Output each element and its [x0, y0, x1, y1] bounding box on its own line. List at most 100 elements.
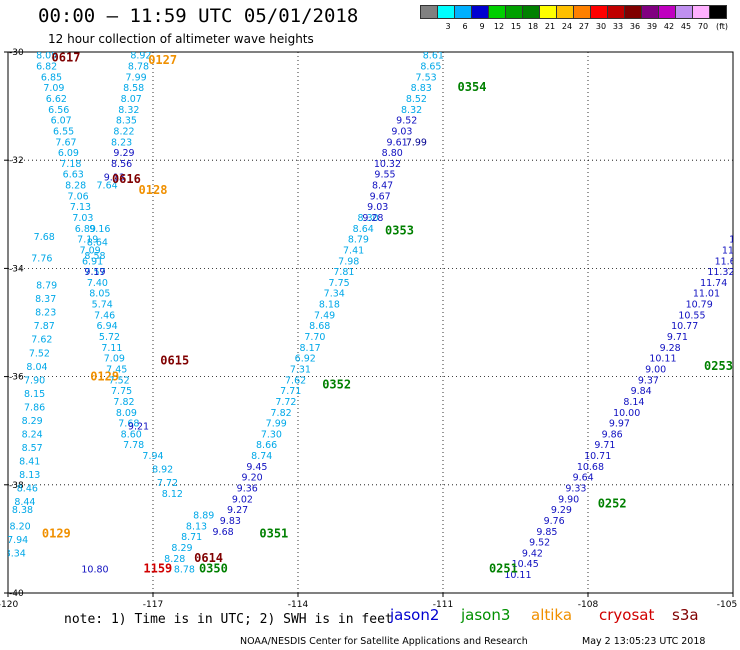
wave-height-label: 9.28 [362, 213, 383, 224]
wave-height-label: 10.11 [649, 354, 676, 365]
wave-height-label: 7.86 [24, 402, 45, 413]
wave-height-label: 8.56 [111, 159, 132, 170]
y-tick-label: -32 [9, 156, 24, 166]
y-tick-label: -38 [9, 481, 24, 491]
wave-height-label: 7.11 [101, 343, 122, 354]
colorbar-tick-label: 39 [646, 22, 658, 31]
wave-height-label: 9.90 [558, 494, 579, 505]
wave-height-label: 8.57 [22, 443, 43, 454]
wave-height-label: 7.64 [97, 181, 118, 192]
wave-height-label: 7.71 [280, 386, 301, 397]
wave-height-label: 8.46 [17, 484, 38, 495]
wave-height-label: 9.19 [84, 267, 105, 278]
wave-height-label: 8.92 [130, 51, 151, 62]
wave-height-label: 8.44 [14, 497, 35, 508]
wave-height-label: 10.77 [671, 321, 698, 332]
wave-height-label: 8.41 [19, 456, 40, 467]
colorbar-tick-label: 15 [510, 22, 522, 31]
wave-height-label: 8.28 [164, 554, 185, 565]
wave-height-label: 8.09 [116, 408, 137, 419]
wave-height-label: 7.68 [118, 419, 139, 430]
wave-height-label: 11.65 [715, 256, 740, 267]
wave-height-label: 7.18 [60, 159, 81, 170]
wave-height-label: 7.57 [84, 267, 105, 278]
pass-time-label: 0128 [139, 183, 168, 197]
generated-timestamp: May 2 13:05:23 UTC 2018 [582, 636, 706, 647]
wave-height-label: 10.68 [577, 462, 604, 473]
wave-height-label: 9.20 [242, 473, 263, 484]
wave-height-label: 7.99 [406, 137, 427, 148]
wave-height-label: 8.12 [162, 489, 183, 500]
wave-height-label: 7.62 [31, 335, 52, 346]
wave-height-label: 6.92 [295, 354, 316, 365]
wave-height-label: 6.09 [58, 148, 79, 159]
wave-height-label: 9.71 [594, 440, 615, 451]
wave-height-label: 8.20 [10, 521, 31, 532]
wave-height-label: 7.72 [275, 397, 296, 408]
wave-height-label: 7.13 [70, 202, 91, 213]
wave-height-label: 7.45 [106, 364, 127, 375]
colorbar-tick-label: 36 [629, 22, 641, 31]
wave-height-label: 11.74 [700, 278, 727, 289]
wave-height-label: 6.62 [46, 94, 67, 105]
wave-height-label: 9.21 [128, 421, 149, 432]
wave-height-label: 6.63 [63, 170, 84, 181]
wave-height-label: 9.71 [667, 332, 688, 343]
satellite-legend-item: altika [531, 606, 573, 624]
wave-height-label: 8.22 [113, 126, 134, 137]
wave-height-label: 7.99 [126, 72, 147, 83]
pass-time-label: 0252 [598, 497, 627, 511]
satellite-legend-item: jason2 [390, 606, 440, 624]
wave-height-label: 9.36 [237, 484, 258, 495]
colorbar-tick-label: 9 [479, 22, 485, 31]
pass-time-label: 0129 [90, 370, 119, 384]
wave-height-label: 8.52 [406, 94, 427, 105]
wave-height-label: 5.74 [92, 300, 113, 311]
wave-height-label: 7.03 [72, 213, 93, 224]
wave-height-label: 8.64 [353, 224, 374, 235]
wave-height-label: 10.55 [678, 310, 705, 321]
pass-time-label: 0350 [199, 562, 228, 576]
wave-height-label: 7.30 [261, 429, 282, 440]
wave-height-label: 11.01 [693, 289, 720, 300]
track-layer: 8.056.826.857.096.626.566.076.557.676.09… [8, 51, 740, 581]
wave-height-label: 9.29 [113, 148, 134, 159]
wave-height-label: 10.79 [686, 300, 713, 311]
wave-height-label: 7.62 [285, 375, 306, 386]
wave-height-label: 8.07 [121, 94, 142, 105]
wave-height-label: 7.40 [87, 278, 108, 289]
wave-height-label: 7.52 [29, 348, 50, 359]
pass-time-label: 0354 [458, 80, 487, 94]
wave-height-label: 11.32 [707, 267, 734, 278]
x-tick-label: -108 [578, 600, 599, 610]
wave-height-label: 9.83 [220, 516, 241, 527]
colorbar-tick-label: 3 [445, 22, 451, 31]
wave-height-label: 9.03 [367, 202, 388, 213]
y-tick-label: -30 [9, 48, 24, 58]
pass-time-label: 0353 [385, 224, 414, 238]
wave-height-label: 8.13 [19, 470, 40, 481]
wave-height-label: 8.71 [181, 532, 202, 543]
map-title: 00:00 – 11:59 UTC 05/01/2018 [38, 5, 359, 27]
wave-height-label: 8.79 [36, 281, 57, 292]
wave-height-label: 6.55 [53, 126, 74, 137]
wave-height-label: 10.00 [613, 408, 640, 419]
wave-height-label: 7.76 [31, 254, 52, 265]
wave-height-label: 7.81 [333, 267, 354, 278]
pass-time-label: 0614 [194, 551, 223, 565]
wave-height-label: 9.52 [529, 538, 550, 549]
wave-height-label: 5.72 [99, 332, 120, 343]
wave-height-label: 7.09 [104, 354, 125, 365]
wave-height-label: 9.52 [396, 116, 417, 127]
satellite-legend-item: jason3 [461, 606, 511, 624]
wave-height-label: 8.79 [348, 235, 369, 246]
wave-height-label: 8.29 [171, 543, 192, 554]
wave-height-label: 8.28 [65, 181, 86, 192]
wave-height-label: 8.32 [401, 105, 422, 116]
wave-height-label: 7.82 [271, 408, 292, 419]
x-tick-label: -120 [0, 600, 18, 610]
colorbar-tick-label: 30 [595, 22, 607, 31]
wave-height-label: 7.82 [113, 397, 134, 408]
wave-height-label: 6.07 [51, 116, 72, 127]
wave-height-label: 8.61 [423, 51, 444, 62]
